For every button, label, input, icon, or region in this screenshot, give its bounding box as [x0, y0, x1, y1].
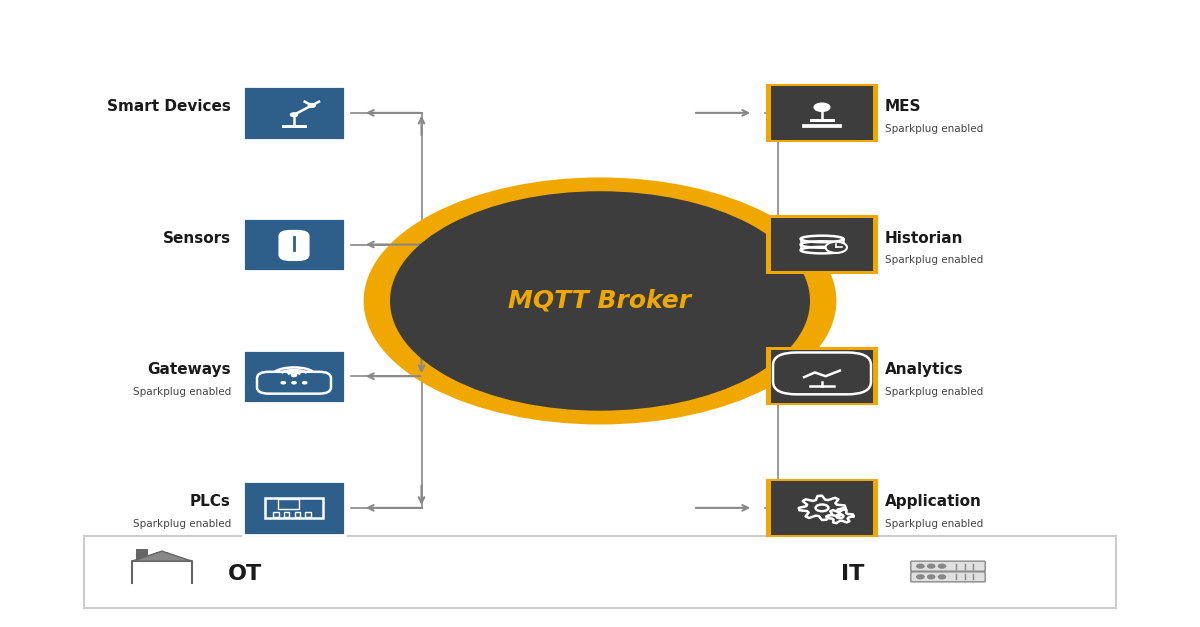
- FancyBboxPatch shape: [911, 572, 985, 582]
- Text: Sparkplug enabled: Sparkplug enabled: [886, 387, 983, 397]
- Circle shape: [928, 564, 935, 568]
- Circle shape: [286, 250, 302, 260]
- Circle shape: [938, 564, 946, 568]
- Text: Sensors: Sensors: [163, 231, 230, 246]
- Bar: [136, 549, 148, 561]
- Bar: [156, 552, 168, 561]
- Circle shape: [290, 113, 298, 117]
- Text: Application: Application: [886, 494, 982, 509]
- Text: Gateways: Gateways: [148, 362, 230, 377]
- Circle shape: [292, 374, 296, 377]
- Circle shape: [917, 564, 924, 568]
- Text: Smart Devices: Smart Devices: [107, 99, 230, 114]
- Circle shape: [292, 382, 296, 384]
- FancyBboxPatch shape: [772, 218, 874, 271]
- Circle shape: [928, 575, 935, 579]
- Text: Sparkplug enabled: Sparkplug enabled: [886, 255, 983, 265]
- Text: PLCs: PLCs: [190, 494, 230, 509]
- Text: Sparkplug enabled: Sparkplug enabled: [133, 387, 230, 397]
- FancyBboxPatch shape: [767, 347, 878, 405]
- Circle shape: [308, 103, 316, 107]
- FancyBboxPatch shape: [84, 536, 1116, 608]
- FancyBboxPatch shape: [242, 349, 346, 403]
- FancyBboxPatch shape: [242, 218, 346, 271]
- FancyBboxPatch shape: [278, 230, 310, 261]
- FancyBboxPatch shape: [242, 482, 346, 534]
- FancyBboxPatch shape: [911, 561, 985, 571]
- Text: Sparkplug enabled: Sparkplug enabled: [886, 519, 983, 529]
- Text: MQTT Broker: MQTT Broker: [509, 289, 691, 313]
- FancyBboxPatch shape: [772, 87, 874, 140]
- Text: MES: MES: [886, 99, 922, 114]
- Circle shape: [917, 575, 924, 579]
- Text: IT: IT: [841, 564, 864, 584]
- FancyBboxPatch shape: [772, 482, 874, 534]
- Circle shape: [938, 575, 946, 579]
- Text: Sparkplug enabled: Sparkplug enabled: [133, 519, 230, 529]
- Circle shape: [302, 382, 307, 384]
- Text: Analytics: Analytics: [886, 362, 964, 377]
- FancyBboxPatch shape: [767, 84, 878, 142]
- Polygon shape: [132, 551, 192, 561]
- Circle shape: [826, 242, 847, 253]
- Circle shape: [364, 177, 836, 424]
- FancyBboxPatch shape: [767, 216, 878, 273]
- FancyBboxPatch shape: [242, 87, 346, 140]
- Text: Historian: Historian: [886, 231, 964, 246]
- Circle shape: [281, 382, 286, 384]
- FancyBboxPatch shape: [772, 349, 874, 403]
- FancyBboxPatch shape: [767, 479, 878, 537]
- Text: Sparkplug enabled: Sparkplug enabled: [886, 124, 983, 134]
- Circle shape: [814, 103, 830, 112]
- Circle shape: [390, 191, 810, 411]
- Text: OT: OT: [228, 564, 263, 584]
